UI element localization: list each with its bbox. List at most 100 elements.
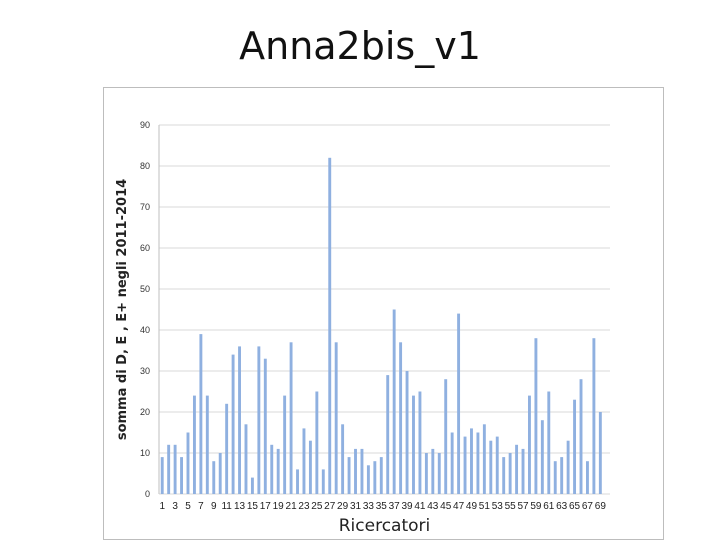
bar-47 [457, 313, 461, 494]
x-tick-label: 21 [286, 501, 298, 512]
bar-11 [225, 403, 229, 494]
x-tick-label: 57 [517, 501, 529, 512]
y-axis-ticks: 0 10 20 30 40 50 60 70 80 90 [140, 120, 150, 499]
x-tick-label: 67 [582, 501, 594, 512]
bar-34 [373, 461, 377, 494]
bar-67 [586, 461, 589, 494]
x-axis-label: Ricercatori [339, 516, 431, 536]
y-axis-label: somma di D, E , E+ negli 2011-2014 [115, 179, 130, 440]
bar-21 [289, 342, 293, 494]
y-tick-label: 70 [140, 202, 150, 212]
x-tick-label: 23 [298, 501, 310, 512]
x-tick-label: 3 [172, 501, 178, 512]
y-tick-label: 50 [140, 284, 150, 294]
bar-49 [470, 428, 473, 494]
x-tick-label: 11 [221, 501, 232, 512]
bar-31 [354, 448, 357, 494]
bar-45 [444, 379, 448, 494]
bar-7 [199, 334, 203, 494]
bar-52 [489, 440, 493, 494]
x-tick-label: 39 [401, 501, 413, 512]
bar-62 [553, 461, 557, 494]
x-tick-label: 59 [530, 501, 542, 512]
bar-10 [218, 453, 222, 494]
bar-13 [238, 346, 241, 494]
x-tick-label: 61 [543, 501, 555, 512]
bar-50 [476, 432, 480, 494]
bar-38 [399, 342, 403, 494]
bar-68 [592, 338, 596, 494]
bar-9 [212, 461, 216, 494]
bar-48 [463, 436, 467, 494]
bar-40 [412, 395, 415, 494]
bar-12 [231, 354, 235, 494]
x-tick-label: 63 [556, 501, 568, 512]
bar-6 [192, 395, 196, 494]
bar-42 [424, 453, 428, 494]
bar-8 [205, 395, 209, 494]
x-tick-label: 49 [466, 501, 478, 512]
x-tick-label: 35 [376, 501, 388, 512]
x-tick-label: 5 [185, 501, 191, 512]
bar-27 [328, 157, 332, 495]
bar-2 [167, 444, 171, 494]
x-tick-label: 27 [324, 501, 336, 512]
bar-69 [598, 412, 602, 494]
y-tick-label: 30 [140, 366, 150, 376]
bar-24 [308, 440, 312, 494]
x-tick-label: 1 [159, 501, 165, 512]
x-tick-label: 45 [440, 501, 452, 512]
y-tick-label: 60 [140, 243, 150, 253]
bar-44 [437, 453, 441, 494]
slide-title: Anna2bis_v1 [239, 24, 481, 68]
bar-19 [276, 448, 280, 494]
x-tick-label: 31 [350, 501, 362, 512]
x-tick-label: 9 [211, 501, 217, 512]
bar-16 [257, 346, 261, 494]
bar-56 [515, 444, 519, 494]
x-tick-label: 25 [311, 501, 323, 512]
bar-3 [173, 444, 177, 494]
bar-5 [186, 432, 190, 494]
bar-25 [315, 391, 319, 494]
x-tick-label: 43 [427, 501, 439, 512]
x-tick-label: 69 [595, 501, 607, 512]
x-tick-label: 33 [363, 501, 375, 512]
bar-59 [534, 338, 538, 494]
x-tick-label: 65 [569, 501, 581, 512]
x-tick-label: 17 [260, 501, 272, 512]
x-tick-label: 41 [414, 501, 426, 512]
y-tick-label: 80 [140, 161, 150, 171]
bar-22 [296, 469, 299, 494]
x-tick-label: 15 [247, 501, 259, 512]
x-tick-label: 19 [273, 501, 285, 512]
bar-4 [180, 457, 183, 494]
bar-20 [283, 395, 287, 494]
bar-1 [160, 457, 164, 494]
bar-60 [540, 420, 544, 494]
bar-33 [366, 465, 370, 494]
bar-57 [521, 448, 525, 494]
x-tick-label: 55 [505, 501, 517, 512]
bar-14 [244, 424, 248, 494]
bar-63 [560, 457, 564, 494]
bar-51 [482, 424, 486, 494]
y-tick-label: 20 [140, 407, 150, 417]
y-tick-label: 90 [140, 120, 150, 130]
bar-46 [450, 432, 454, 494]
bar-32 [360, 448, 364, 494]
bar-61 [547, 391, 551, 494]
bar-26 [321, 469, 325, 494]
x-axis-ticks: 1 3 5 7 9 11 13 15 17 19 21 23 25 27 29 31 33 35 37 39 41 43 4… [159, 501, 606, 512]
bar-58 [528, 395, 531, 494]
bar-54 [502, 457, 506, 494]
x-tick-label: 29 [337, 501, 349, 512]
bar-66 [579, 379, 583, 494]
bar-29 [341, 424, 345, 494]
bar-55 [508, 453, 512, 494]
bar-53 [495, 436, 499, 494]
bar-17 [263, 358, 267, 494]
x-tick-label: 13 [234, 501, 246, 512]
x-tick-label: 47 [453, 501, 465, 512]
